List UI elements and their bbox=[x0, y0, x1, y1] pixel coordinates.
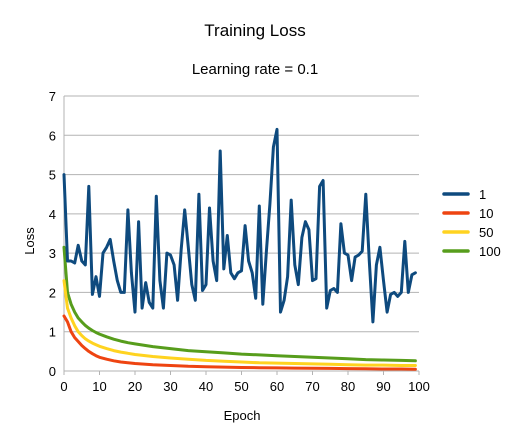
legend-label-50: 50 bbox=[479, 225, 493, 240]
x-tick-label: 90 bbox=[376, 379, 390, 394]
y-tick-label: 2 bbox=[49, 285, 56, 300]
y-tick-label: 4 bbox=[49, 207, 56, 222]
x-tick-label: 100 bbox=[408, 379, 430, 394]
axes bbox=[63, 96, 420, 375]
x-tick-label: 60 bbox=[270, 379, 284, 394]
x-tick-label: 20 bbox=[128, 379, 142, 394]
x-tick-label: 10 bbox=[92, 379, 106, 394]
y-axis-label: Loss bbox=[22, 227, 37, 255]
series-line-1 bbox=[62, 127, 417, 324]
legend-label-10: 10 bbox=[479, 206, 493, 221]
series-line-10 bbox=[62, 314, 417, 371]
y-tick-label: 7 bbox=[49, 89, 56, 104]
y-tick-labels: 0 1 2 3 4 5 6 7 bbox=[49, 89, 56, 379]
y-tick-label: 0 bbox=[49, 364, 56, 379]
legend-label-1: 1 bbox=[479, 187, 486, 202]
series-line-100 bbox=[62, 245, 417, 363]
y-tick-label: 5 bbox=[49, 168, 56, 183]
legend: 1 10 50 100 bbox=[442, 187, 501, 259]
chart-title: Training Loss bbox=[204, 21, 305, 40]
x-tick-labels: 0 10 20 30 40 50 60 70 80 90 100 bbox=[60, 379, 429, 394]
x-tick-label: 40 bbox=[199, 379, 213, 394]
gridlines bbox=[64, 95, 419, 372]
x-tick-label: 30 bbox=[163, 379, 177, 394]
chart-subtitle: Learning rate = 0.1 bbox=[192, 61, 318, 78]
x-tick-label: 50 bbox=[234, 379, 248, 394]
x-tick-label: 70 bbox=[305, 379, 319, 394]
legend-label-100: 100 bbox=[479, 244, 501, 259]
x-tick-label: 0 bbox=[60, 379, 67, 394]
x-tick-label: 80 bbox=[341, 379, 355, 394]
y-tick-label: 6 bbox=[49, 128, 56, 143]
x-axis-label: Epoch bbox=[224, 408, 261, 423]
y-tick-label: 1 bbox=[49, 325, 56, 340]
series-lines bbox=[62, 127, 417, 371]
y-tick-label: 3 bbox=[49, 246, 56, 261]
series-line-50 bbox=[62, 279, 417, 367]
